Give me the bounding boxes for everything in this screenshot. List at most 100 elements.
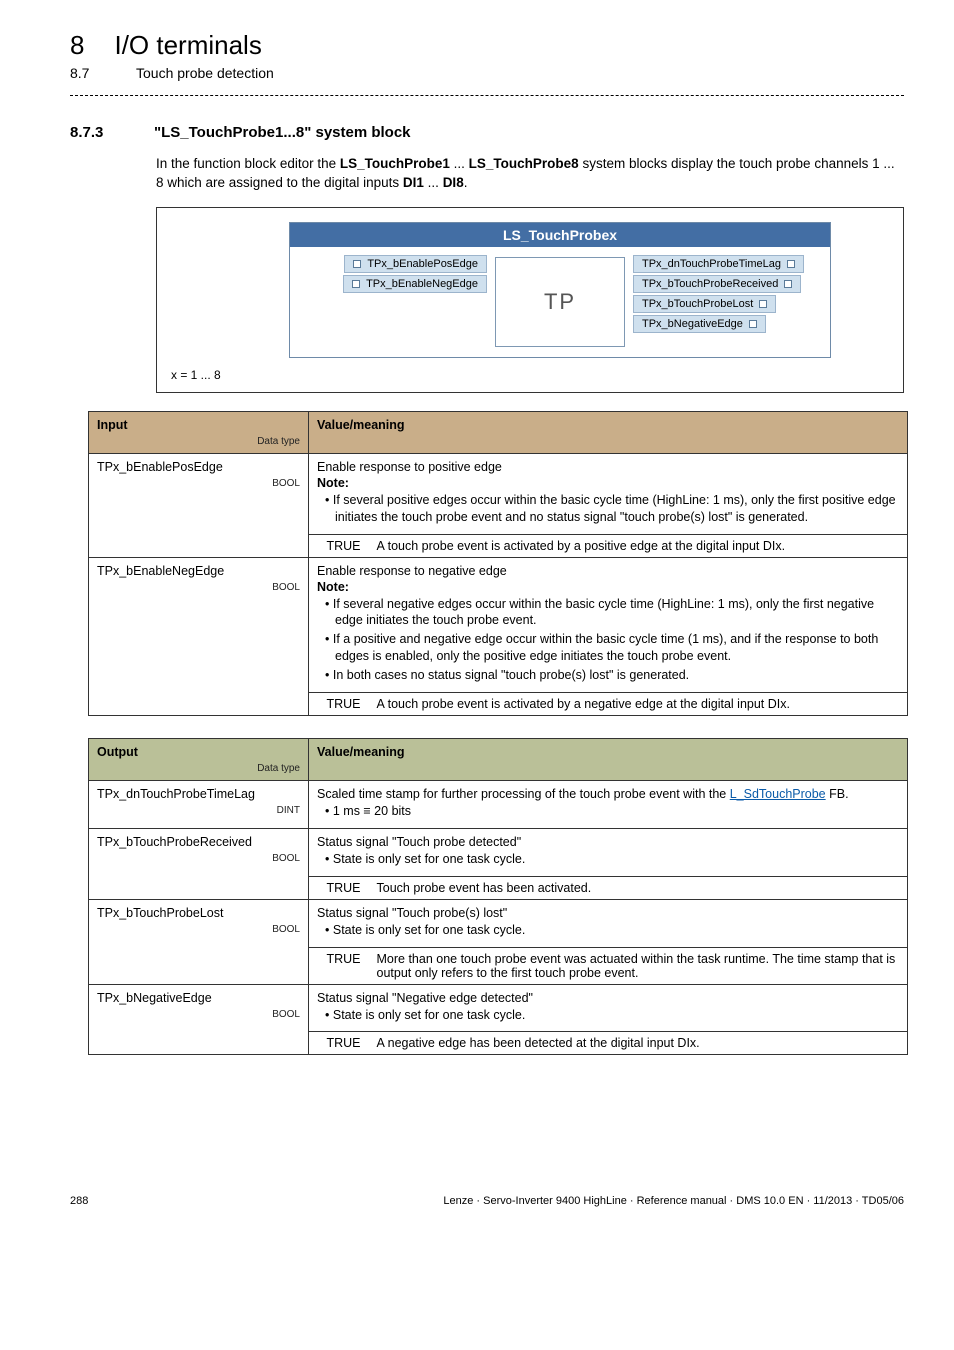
intro-text: . bbox=[464, 175, 468, 190]
param-desc-cell: Enable response to negative edge Note: If … bbox=[309, 557, 908, 692]
page-subheader: 8.7 Touch probe detection bbox=[70, 65, 904, 81]
output-table-header-name: Output Data type bbox=[89, 738, 309, 780]
port-label: TPx_bTouchProbeReceived bbox=[642, 278, 778, 290]
intro-bold: LS_TouchProbe8 bbox=[469, 156, 579, 171]
param-desc-cell: Enable response to positive edge Note: If … bbox=[309, 453, 908, 534]
param-dtype: BOOL bbox=[97, 582, 300, 593]
output-table: Output Data type Value/meaning TPx_dnTou… bbox=[88, 738, 908, 1056]
divider bbox=[70, 95, 904, 96]
input-table-header-value: Value/meaning bbox=[309, 411, 908, 453]
section-heading-number: 8.7.3 bbox=[70, 124, 136, 141]
param-desc-cell: Scaled time stamp for further processing… bbox=[309, 780, 908, 828]
intro-bold: DI1 bbox=[403, 175, 424, 190]
true-value-cell: TRUE bbox=[309, 534, 369, 557]
param-name-cell: TPx_bTouchProbeReceived BOOL bbox=[89, 828, 309, 899]
param-name-cell: TPx_bEnableNegEdge BOOL bbox=[89, 557, 309, 715]
pin-icon bbox=[353, 260, 361, 268]
desc-lead: Scaled time stamp for further processing… bbox=[317, 787, 899, 801]
bullet-item: If a positive and negative edge occur wi… bbox=[325, 631, 899, 665]
pin-icon bbox=[759, 300, 767, 308]
true-desc-cell: A touch probe event is activated by a po… bbox=[369, 534, 908, 557]
desc-lead: Status signal "Touch probe detected" bbox=[317, 835, 899, 849]
bullet-list: State is only set for one task cycle. bbox=[317, 1007, 899, 1024]
bullet-item: State is only set for one task cycle. bbox=[325, 922, 899, 939]
true-value-cell: TRUE bbox=[309, 692, 369, 715]
param-name: TPx_bTouchProbeReceived bbox=[97, 835, 300, 849]
param-dtype: DINT bbox=[97, 805, 300, 816]
true-desc-cell: More than one touch probe event was actu… bbox=[369, 947, 908, 984]
param-dtype: BOOL bbox=[97, 924, 300, 935]
desc-lead: Status signal "Touch probe(s) lost" bbox=[317, 906, 899, 920]
port-label: TPx_bNegativeEdge bbox=[642, 318, 743, 330]
bullet-list: If several negative edges occur within t… bbox=[317, 596, 899, 684]
intro-paragraph: In the function block editor the LS_Touc… bbox=[156, 155, 904, 193]
chapter-title: I/O terminals bbox=[114, 30, 261, 61]
desc-lead: Enable response to negative edge bbox=[317, 564, 899, 578]
diagram-port: TPx_dnTouchProbeTimeLag bbox=[633, 255, 804, 273]
diagram-port: TPx_bEnablePosEdge bbox=[344, 255, 487, 273]
param-dtype: BOOL bbox=[97, 853, 300, 864]
footer-meta: Lenze · Servo-Inverter 9400 HighLine · R… bbox=[443, 1195, 904, 1207]
bullet-list: If several positive edges occur within t… bbox=[317, 492, 899, 526]
intro-bold: DI8 bbox=[443, 175, 464, 190]
bullet-item: 1 ms ≡ 20 bits bbox=[325, 803, 899, 820]
true-desc-cell: A negative edge has been detected at the… bbox=[369, 1032, 908, 1055]
param-desc-cell: Status signal "Negative edge detected" St… bbox=[309, 984, 908, 1032]
param-dtype: BOOL bbox=[97, 1009, 300, 1020]
pin-icon bbox=[749, 320, 757, 328]
section-heading: 8.7.3 "LS_TouchProbe1...8" system block bbox=[70, 124, 904, 141]
bullet-item: State is only set for one task cycle. bbox=[325, 851, 899, 868]
param-dtype: BOOL bbox=[97, 478, 300, 489]
diagram-x-note: x = 1 ... 8 bbox=[171, 368, 891, 382]
param-name-cell: TPx_bTouchProbeLost BOOL bbox=[89, 899, 309, 984]
param-name-cell: TPx_dnTouchProbeTimeLag DINT bbox=[89, 780, 309, 828]
desc-lead: Enable response to positive edge bbox=[317, 460, 899, 474]
intro-text: ... bbox=[450, 156, 469, 171]
desc-lead: Status signal "Negative edge detected" bbox=[317, 991, 899, 1005]
input-table: Input Data type Value/meaning TPx_bEnabl… bbox=[88, 411, 908, 716]
param-desc-cell: Status signal "Touch probe(s) lost" State… bbox=[309, 899, 908, 947]
output-table-header-value: Value/meaning bbox=[309, 738, 908, 780]
param-name: TPx_bEnablePosEdge bbox=[97, 460, 300, 474]
param-desc-cell: Status signal "Touch probe detected" Stat… bbox=[309, 828, 908, 876]
diagram-port: TPx_bTouchProbeReceived bbox=[633, 275, 801, 293]
header-sublabel: Data type bbox=[97, 436, 300, 447]
param-name-cell: TPx_bEnablePosEdge BOOL bbox=[89, 453, 309, 557]
bullet-item: State is only set for one task cycle. bbox=[325, 1007, 899, 1024]
bullet-item: If several positive edges occur within t… bbox=[325, 492, 899, 526]
diagram-body: TPx_bEnablePosEdge TPx_bEnableNegEdge TP… bbox=[290, 247, 830, 357]
port-label: TPx_dnTouchProbeTimeLag bbox=[642, 258, 781, 270]
true-desc-cell: A touch probe event is activated by a ne… bbox=[369, 692, 908, 715]
diagram-title: LS_TouchProbex bbox=[290, 223, 830, 247]
page-header: 8 I/O terminals bbox=[70, 30, 904, 61]
fb-link[interactable]: L_SdTouchProbe bbox=[730, 787, 826, 801]
diagram-frame: LS_TouchProbex TPx_bEnablePosEdge TPx_bE… bbox=[289, 222, 831, 358]
port-label: TPx_bEnablePosEdge bbox=[367, 258, 478, 270]
diagram-container: LS_TouchProbex TPx_bEnablePosEdge TPx_bE… bbox=[156, 207, 904, 393]
diagram-port: TPx_bTouchProbeLost bbox=[633, 295, 776, 313]
diagram-center-box: TP bbox=[495, 257, 625, 347]
param-name: TPx_bNegativeEdge bbox=[97, 991, 300, 1005]
bullet-item: If several negative edges occur within t… bbox=[325, 596, 899, 630]
pin-icon bbox=[352, 280, 360, 288]
diagram-port: TPx_bEnableNegEdge bbox=[343, 275, 487, 293]
pin-icon bbox=[787, 260, 795, 268]
bullet-list: 1 ms ≡ 20 bits bbox=[317, 803, 899, 820]
bullet-list: State is only set for one task cycle. bbox=[317, 851, 899, 868]
note-label: Note: bbox=[317, 476, 899, 490]
section-heading-title: "LS_TouchProbe1...8" system block bbox=[154, 124, 411, 141]
section-subtitle: Touch probe detection bbox=[136, 65, 274, 81]
true-value-cell: TRUE bbox=[309, 876, 369, 899]
diagram-right-ports: TPx_dnTouchProbeTimeLag TPx_bTouchProbeR… bbox=[633, 255, 820, 333]
bullet-list: State is only set for one task cycle. bbox=[317, 922, 899, 939]
header-label: Output bbox=[97, 745, 138, 759]
port-label: TPx_bEnableNegEdge bbox=[366, 278, 478, 290]
param-name: TPx_dnTouchProbeTimeLag bbox=[97, 787, 300, 801]
note-label: Note: bbox=[317, 580, 899, 594]
true-desc-cell: Touch probe event has been activated. bbox=[369, 876, 908, 899]
param-name: TPx_bEnableNegEdge bbox=[97, 564, 300, 578]
bullet-item: In both cases no status signal "touch pr… bbox=[325, 667, 899, 684]
intro-text: In the function block editor the bbox=[156, 156, 340, 171]
param-name: TPx_bTouchProbeLost bbox=[97, 906, 300, 920]
chapter-number: 8 bbox=[70, 30, 84, 61]
